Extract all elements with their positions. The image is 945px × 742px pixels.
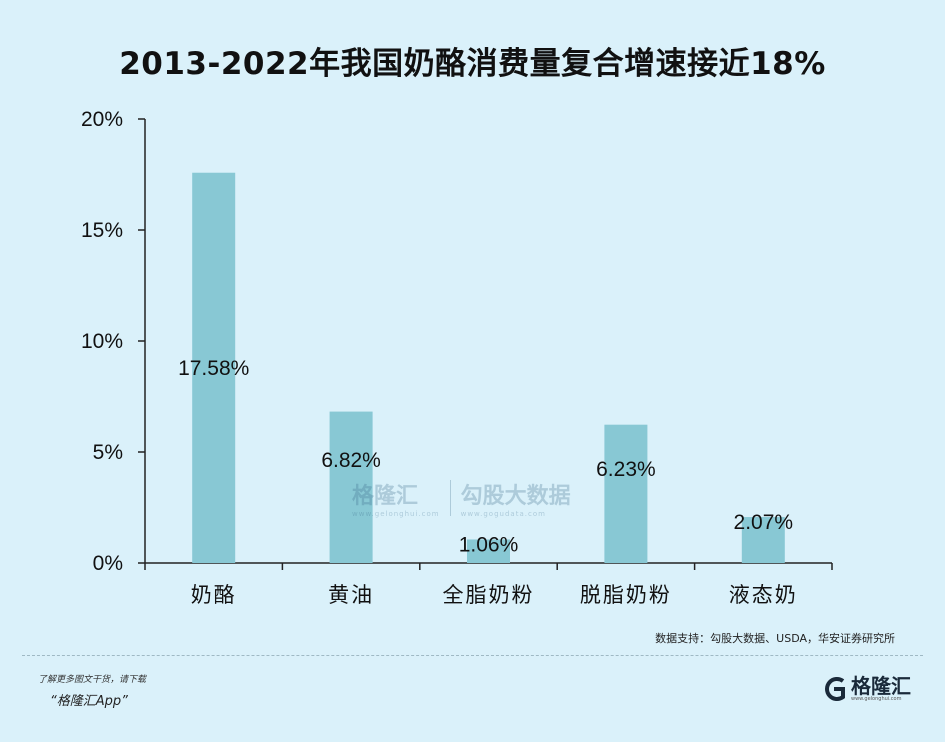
labels: 17.58% 奶酪 6.82% 黄油 1.06% 全脂奶粉 6.23% 脱脂奶粉 2.07% 液态… bbox=[178, 357, 798, 607]
watermark: 格隆汇 www.gelonghui.com 勾股大数据 www.gogudata… bbox=[352, 478, 571, 518]
bar bbox=[192, 172, 236, 563]
promo-line2[interactable]: “格隆汇App” bbox=[50, 694, 128, 709]
x-category-label: 液态奶 bbox=[729, 583, 798, 607]
watermark-separator bbox=[449, 480, 451, 516]
logo-text: 格隆汇 bbox=[851, 674, 911, 698]
watermark-brand1-sub: www.gelonghui.com bbox=[352, 510, 440, 518]
watermark-brand2: 勾股大数据 bbox=[460, 484, 571, 509]
data-label: 2.07% bbox=[734, 511, 794, 534]
data-label: 6.82% bbox=[321, 449, 381, 472]
bar bbox=[741, 517, 785, 563]
divider bbox=[22, 655, 923, 656]
logo-sub: www.gelonghui.com bbox=[851, 696, 902, 702]
watermark-brand1: 格隆汇 bbox=[352, 484, 419, 509]
watermark-brand2-sub: www.gogudata.com bbox=[460, 510, 546, 518]
logo[interactable]: 格隆汇 www.gelonghui.com bbox=[822, 676, 911, 702]
data-label: 1.06% bbox=[459, 533, 519, 556]
logo-icon bbox=[825, 677, 845, 701]
source-note: 数据支持：勾股大数据、USDA，华安证券研究所 bbox=[655, 632, 895, 645]
y-tick-label: 0% bbox=[93, 552, 123, 575]
y-tick-label: 15% bbox=[81, 219, 123, 242]
bar bbox=[604, 424, 648, 563]
y-tick-label: 5% bbox=[93, 441, 123, 464]
bar bbox=[329, 411, 373, 563]
bars bbox=[192, 172, 785, 563]
x-category-label: 奶酪 bbox=[191, 583, 237, 607]
x-category-label: 全脂奶粉 bbox=[443, 583, 535, 607]
x-category-label: 脱脂奶粉 bbox=[580, 583, 672, 607]
bar bbox=[467, 539, 510, 563]
chart-title: 2013-2022年我国奶酪消费量复合增速接近18% bbox=[119, 46, 826, 82]
y-tick-label: 10% bbox=[81, 330, 123, 353]
data-label: 6.23% bbox=[596, 458, 656, 481]
x-category-label: 黄油 bbox=[328, 583, 374, 607]
y-tick-label: 20% bbox=[81, 108, 123, 131]
promo-line1: 了解更多图文干货，请下载 bbox=[38, 675, 147, 685]
data-label: 17.58% bbox=[178, 357, 249, 380]
